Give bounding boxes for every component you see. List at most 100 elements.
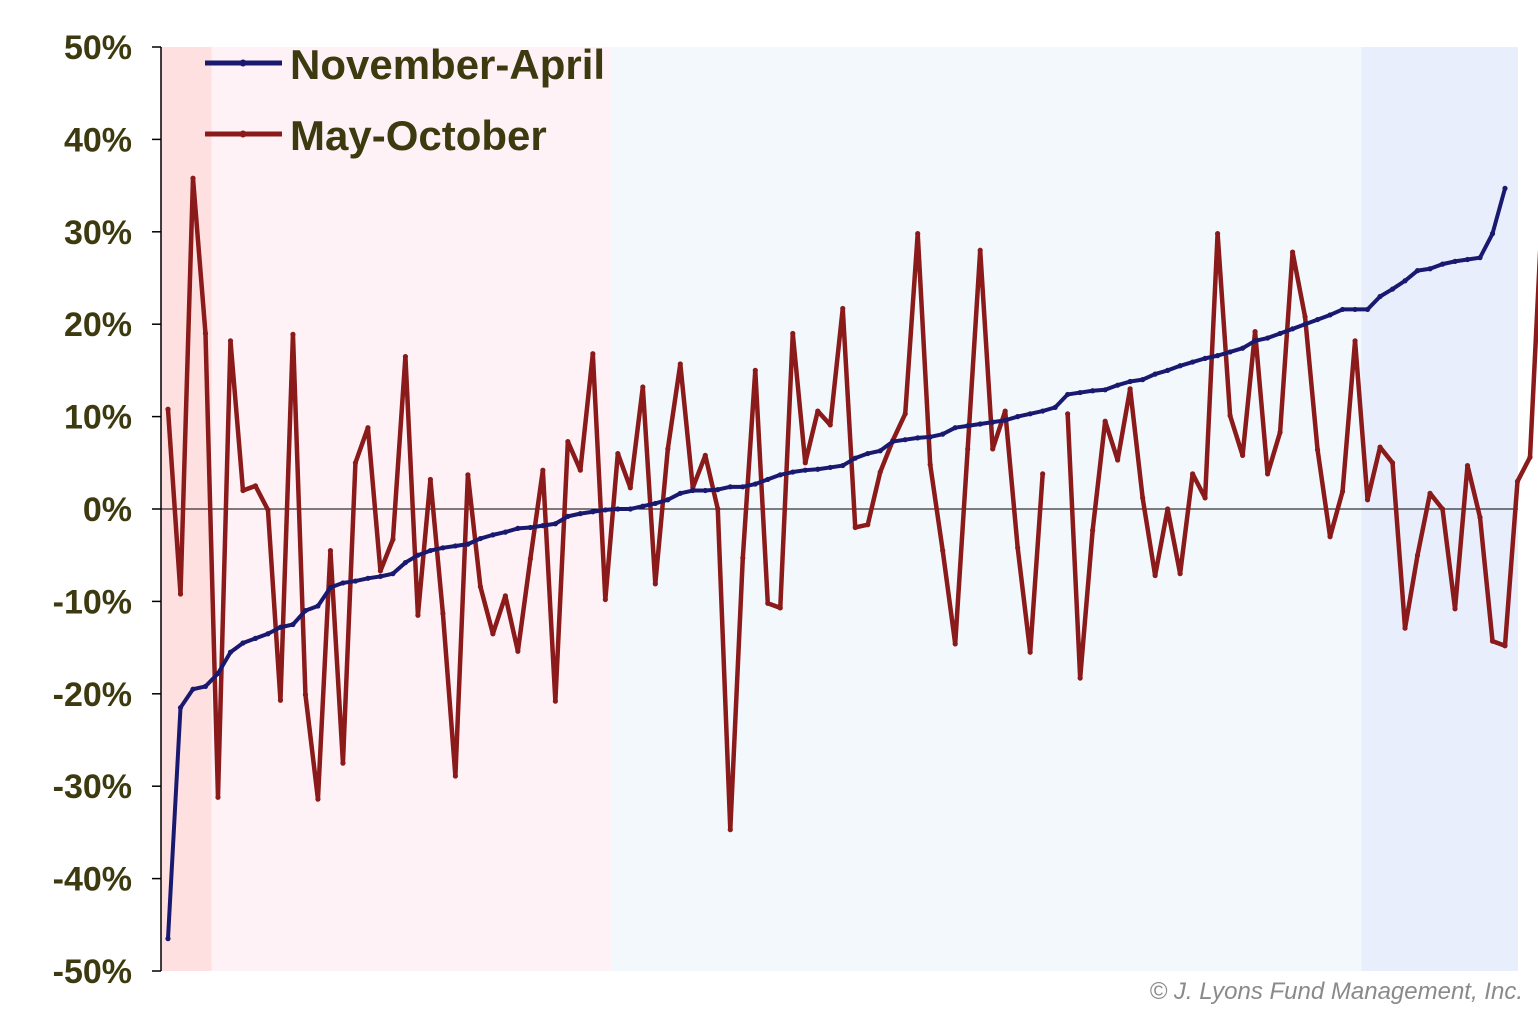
data-point-november-april — [402, 559, 409, 566]
data-point-may-october — [1102, 418, 1108, 424]
data-point-may-october — [1115, 457, 1121, 463]
data-point-may-october — [202, 330, 209, 337]
data-point-may-october — [1289, 249, 1296, 255]
data-point-november-april — [377, 573, 384, 580]
data-point-may-october — [240, 487, 246, 494]
data-point-november-april — [890, 438, 896, 445]
data-point-november-april — [740, 484, 746, 490]
data-point-may-october — [702, 452, 708, 459]
data-point-may-october — [252, 483, 259, 489]
data-point-may-october — [627, 485, 633, 491]
data-point-november-april — [665, 497, 671, 503]
data-point-may-october — [602, 596, 608, 603]
data-point-november-april — [1289, 326, 1296, 332]
data-point-may-october — [215, 794, 221, 800]
y-tick-label: -50% — [53, 953, 132, 991]
copyright-credit: © J. Lyons Fund Management, Inc. — [1150, 978, 1523, 1005]
y-tick-label: 20% — [64, 306, 132, 344]
data-point-november-april — [652, 500, 658, 507]
data-point-november-april — [615, 506, 621, 512]
data-point-november-april — [1502, 185, 1508, 191]
data-point-november-april — [752, 481, 758, 487]
y-tick-label: 10% — [64, 399, 132, 437]
data-point-november-april — [1002, 417, 1008, 423]
data-point-november-april — [390, 571, 396, 577]
data-point-may-october — [1502, 643, 1508, 649]
data-point-november-april — [902, 437, 908, 443]
data-point-may-october — [927, 462, 933, 468]
data-point-may-october — [1040, 471, 1046, 477]
data-point-november-april — [477, 535, 483, 542]
data-point-may-october — [740, 555, 746, 561]
data-point-may-october — [1527, 454, 1533, 460]
data-point-november-april — [927, 434, 933, 440]
y-tick-label: -40% — [53, 861, 132, 899]
data-point-may-october — [1489, 638, 1496, 644]
data-point-may-october — [1215, 231, 1221, 237]
data-point-november-april — [540, 523, 546, 529]
data-point-may-october — [977, 247, 983, 253]
data-point-november-april — [940, 431, 946, 437]
data-point-may-october — [1015, 545, 1021, 551]
data-point-november-april — [490, 532, 496, 538]
data-point-may-october — [365, 425, 371, 431]
data-point-november-april — [1277, 330, 1283, 337]
data-point-may-october — [1165, 506, 1171, 512]
data-point-november-april — [627, 506, 633, 512]
data-point-november-april — [1339, 306, 1346, 313]
data-point-november-april — [640, 503, 646, 509]
data-point-november-april — [1177, 363, 1183, 369]
data-point-november-april — [1477, 255, 1483, 261]
legend-label-november-april: November-April — [290, 41, 605, 88]
data-point-november-april — [1090, 388, 1096, 394]
legend: November-April May-October — [205, 41, 605, 159]
y-tick-label: 0% — [83, 491, 132, 529]
data-point-may-october — [452, 773, 458, 779]
data-point-may-october — [415, 612, 421, 618]
data-point-may-october — [827, 422, 833, 428]
y-tick-label: 40% — [64, 121, 132, 159]
data-point-november-april — [1427, 266, 1433, 272]
data-point-november-april — [715, 487, 721, 493]
y-tick-label: -10% — [53, 583, 132, 621]
data-point-november-april — [1052, 404, 1058, 410]
data-point-november-april — [702, 487, 708, 494]
data-point-may-october — [1389, 460, 1396, 466]
data-point-november-april — [1065, 391, 1071, 398]
data-point-may-october — [1427, 490, 1433, 496]
data-point-may-october — [1190, 471, 1196, 477]
data-point-november-april — [202, 683, 209, 690]
data-point-november-april — [802, 467, 808, 473]
data-point-november-april — [265, 631, 271, 637]
data-point-may-october — [327, 547, 334, 554]
data-point-may-october — [1402, 625, 1408, 631]
data-point-november-april — [452, 543, 458, 549]
data-point-november-april — [1414, 268, 1421, 274]
data-point-may-october — [1377, 444, 1383, 450]
data-point-november-april — [565, 513, 571, 519]
data-point-november-april — [1215, 353, 1221, 359]
data-point-november-april — [277, 624, 284, 630]
data-point-november-april — [990, 419, 996, 425]
data-point-november-april — [590, 509, 596, 515]
data-point-may-october — [640, 384, 646, 390]
data-point-may-october — [1327, 534, 1333, 540]
data-point-november-april — [527, 524, 533, 531]
y-tick-label: -30% — [53, 768, 132, 806]
data-point-may-october — [540, 467, 546, 473]
data-point-may-october — [577, 467, 583, 473]
data-point-november-april — [165, 936, 171, 942]
data-point-may-october — [902, 411, 908, 417]
data-point-may-october — [527, 556, 533, 562]
y-axis: 50% 40% 30% 20% 10% 0% -10% -20% -30% -40% -50% — [53, 29, 1518, 991]
data-point-may-october — [852, 524, 858, 531]
data-point-may-october — [277, 697, 284, 703]
data-point-may-october — [1477, 514, 1483, 520]
data-point-may-october — [265, 507, 271, 513]
data-point-may-october — [1277, 429, 1283, 435]
data-point-november-april — [177, 705, 184, 711]
data-point-november-april — [365, 575, 371, 581]
data-point-may-october — [840, 305, 846, 312]
data-point-may-october — [1339, 488, 1346, 495]
data-point-may-october — [1314, 447, 1321, 453]
